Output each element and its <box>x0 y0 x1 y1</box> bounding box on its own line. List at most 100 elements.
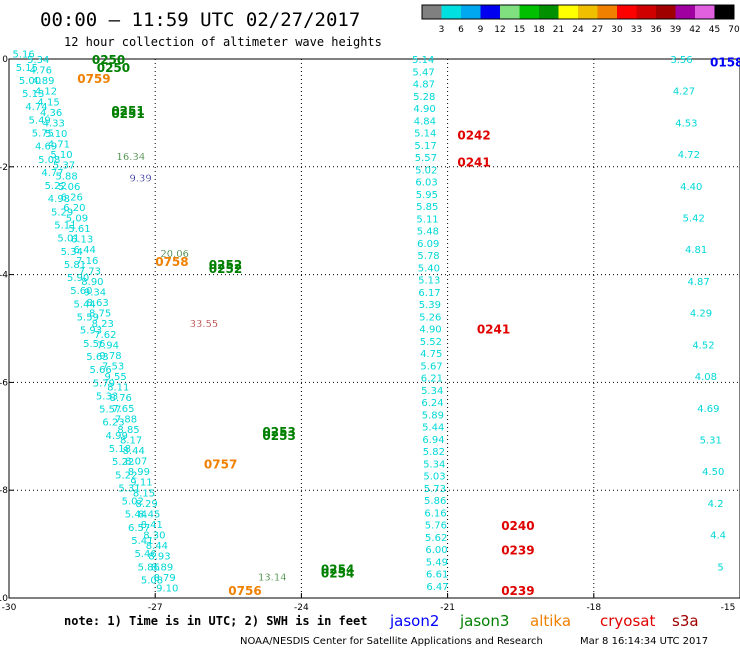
axis-ticks: -30 -27 -24 -21 -18 -15 0 -2 -4 -6 -8 -10 <box>0 55 740 613</box>
wave-height-value: 5.15 <box>16 63 38 74</box>
wave-height-value: 5.85 <box>416 202 438 213</box>
pass-label: 0252 <box>209 262 242 276</box>
wave-height-value: 6.47 <box>426 582 448 593</box>
wave-height-value: 5.47 <box>412 67 434 78</box>
colorbar-label: 30 <box>611 25 623 35</box>
wave-height-value: 8.15 <box>133 488 155 499</box>
wave-height-value: 5.11 <box>416 214 438 225</box>
wave-height-value: 5.34 <box>421 386 443 397</box>
colorbar-swatch <box>597 5 617 19</box>
wave-height-value: 4.27 <box>673 87 695 98</box>
wave-height-value: 6.94 <box>422 435 444 446</box>
wave-height-value: 4.84 <box>414 116 436 127</box>
colorbar-swatch <box>441 5 461 19</box>
y-tick-label: -6 <box>0 378 8 388</box>
wave-height-value: 4.87 <box>413 80 435 91</box>
wave-height-value: 4.75 <box>420 349 442 360</box>
wave-height-value: 5.28 <box>413 92 435 103</box>
wave-height-value: 5.03 <box>423 472 445 483</box>
wave-height-value: 6.57 <box>128 523 150 534</box>
wave-height-value: 6.24 <box>421 398 443 409</box>
wave-height-value: 5.29 <box>51 207 73 218</box>
wave-height-value: 9.78 <box>99 351 121 362</box>
wave-height-value: 5.59 <box>77 313 99 324</box>
wave-height-highlight: 33.55 <box>190 319 219 330</box>
wave-height-value: 5.57 <box>99 405 121 416</box>
wave-height-value: 8.44 <box>123 446 145 457</box>
mission-legend-item: altika <box>530 612 571 630</box>
wave-height-value: 8.44 <box>146 541 168 552</box>
wave-height-value: 5.82 <box>423 447 445 458</box>
pass-label: 0252 <box>209 258 242 272</box>
wave-height-value: 5.26 <box>419 312 441 323</box>
chart-title: 00:00 – 11:59 UTC 02/27/2017 <box>40 9 360 31</box>
wave-height-value: 5.42 <box>683 214 705 225</box>
wave-height-value: 7.73 <box>79 266 101 277</box>
wave-height-value: 5.66 <box>90 365 112 376</box>
wave-height-value: 5.49 <box>426 557 448 568</box>
wave-height-value: 4.08 <box>695 372 717 383</box>
wave-height-value: 8.79 <box>154 573 176 584</box>
pass-label: 0241 <box>457 155 490 169</box>
mission-legend-item: s3a <box>672 612 699 630</box>
mission-legend-item: jason2 <box>389 612 439 630</box>
wave-height-value: 5.02 <box>122 497 144 508</box>
wave-height-value: 6.13 <box>71 235 93 246</box>
pass-label: 0759 <box>77 72 110 86</box>
pass-label: 0253 <box>262 425 295 439</box>
colorbar-label: 42 <box>689 25 700 35</box>
pass-label: 0158 <box>710 56 740 70</box>
colorbar-swatch <box>519 5 539 19</box>
pass-label: 0756 <box>228 584 261 598</box>
footer-credit: NOAA/NESDIS Center for Satellite Applica… <box>240 636 543 647</box>
wave-height-value: 5.56 <box>83 339 105 350</box>
wave-height-value: 5.67 <box>420 361 442 372</box>
wave-height-value: 5.52 <box>420 337 442 348</box>
wave-height-value: 8.29 <box>135 499 157 510</box>
wave-height-value: 7.16 <box>76 256 98 267</box>
colorbar-label: 70 <box>728 25 740 35</box>
wave-height-highlight: 9.39 <box>129 174 151 185</box>
wave-height-value: 5.10 <box>45 129 67 140</box>
wave-height-value: 9.10 <box>156 583 178 594</box>
wave-height-value: 5.10 <box>50 150 72 161</box>
wave-height-value: 8.23 <box>92 319 114 330</box>
wave-height-value: 5.13 <box>22 89 44 100</box>
wave-height-value: 4.33 <box>43 118 65 129</box>
x-tick-label: -27 <box>148 603 163 613</box>
colorbar-swatch <box>675 5 695 19</box>
wave-height-value: 4.53 <box>675 118 697 129</box>
wave-height-value: 4.52 <box>692 340 714 351</box>
wave-height-value: 5.34 <box>27 55 49 66</box>
colorbar-label: 21 <box>553 25 564 35</box>
wave-height-value: 8.90 <box>81 277 103 288</box>
colorbar-label: 36 <box>650 25 662 35</box>
wave-height-value: 5.57 <box>415 153 437 164</box>
footer-generated: Mar 8 16:14:34 UTC 2017 <box>580 636 708 647</box>
y-tick-label: -10 <box>0 594 8 604</box>
x-tick-label: -21 <box>440 603 455 613</box>
wave-height-value: 6.61 <box>426 570 448 581</box>
wave-height-value: 5.06 <box>58 182 80 193</box>
wave-height-value: 5.46 <box>134 549 156 560</box>
wave-height-value: 8.17 <box>120 435 142 446</box>
wave-height-value: 5.09 <box>66 214 88 225</box>
wave-height-value: 5.22 <box>45 181 67 192</box>
chart-subtitle: 12 hour collection of altimeter wave hei… <box>64 35 382 49</box>
colorbar-label: 24 <box>572 25 584 35</box>
wave-height-value: 8.75 <box>89 309 111 320</box>
wave-height-value: 6.44 <box>74 245 96 256</box>
plot-area: -30-27-24-21-18-150-2-4-6-8-10 5.344.764… <box>0 50 740 613</box>
colorbar-swatch <box>714 5 734 19</box>
pass-label: 0241 <box>477 323 510 337</box>
wave-height-value: 4.77 <box>41 168 63 179</box>
wave-height-highlight: 16.34 <box>117 152 146 163</box>
pass-label: 0757 <box>204 457 237 471</box>
wave-height-value: 6.16 <box>424 508 446 519</box>
wave-height-value: 5.89 <box>422 410 444 421</box>
wave-height-value: 4.29 <box>690 309 712 320</box>
wave-height-value: 5.88 <box>55 171 77 182</box>
wave-height-value: 8.45 <box>138 509 160 520</box>
wave-height-value: 4.99 <box>106 431 128 442</box>
